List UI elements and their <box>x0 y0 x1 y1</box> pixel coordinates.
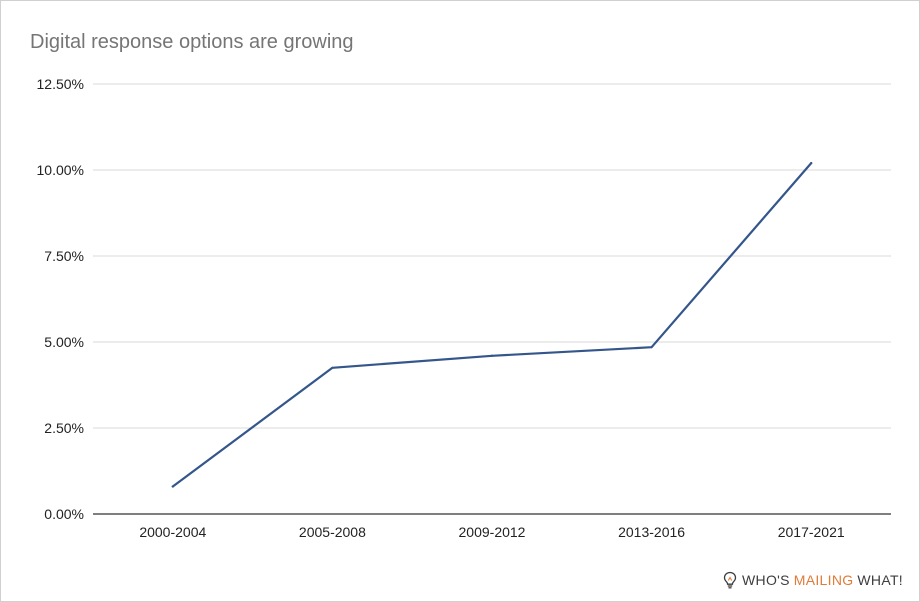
chart-title: Digital response options are growing <box>30 31 354 53</box>
y-axis-ticks: 0.00% 2.50% 5.00% 7.50% 10.00% 12.50% <box>37 76 84 522</box>
brand-text-mailing: MAILING <box>793 572 854 588</box>
x-tick-label: 2013-2016 <box>618 524 685 540</box>
y-tick-label: 7.50% <box>44 248 84 264</box>
series-layer <box>171 162 813 488</box>
x-tick-label: 2005-2008 <box>299 524 366 540</box>
data-point <box>810 162 813 165</box>
y-tick-label: 2.50% <box>44 420 84 436</box>
x-tick-label: 2000-2004 <box>139 524 206 540</box>
x-tick-label: 2017-2021 <box>778 524 845 540</box>
brand-text-whos: WHO'S <box>742 572 790 588</box>
x-axis-ticks: 2000-2004 2005-2008 2009-2012 2013-2016 2017… <box>139 524 845 540</box>
data-point <box>650 346 653 349</box>
y-tick-label: 10.00% <box>37 162 84 178</box>
y-tick-label: 0.00% <box>44 506 84 522</box>
brand-logo: WHO'S MAILING WHAT! <box>722 571 903 589</box>
data-point <box>171 485 174 488</box>
data-point <box>331 366 334 369</box>
lightbulb-icon <box>722 571 738 589</box>
data-point <box>490 354 494 357</box>
x-tick-label: 2009-2012 <box>459 524 526 540</box>
y-tick-label: 5.00% <box>44 334 84 350</box>
brand-text-what: WHAT! <box>857 572 903 588</box>
series-line <box>171 162 813 488</box>
y-tick-label: 12.50% <box>37 76 84 92</box>
gridlines <box>93 83 891 515</box>
